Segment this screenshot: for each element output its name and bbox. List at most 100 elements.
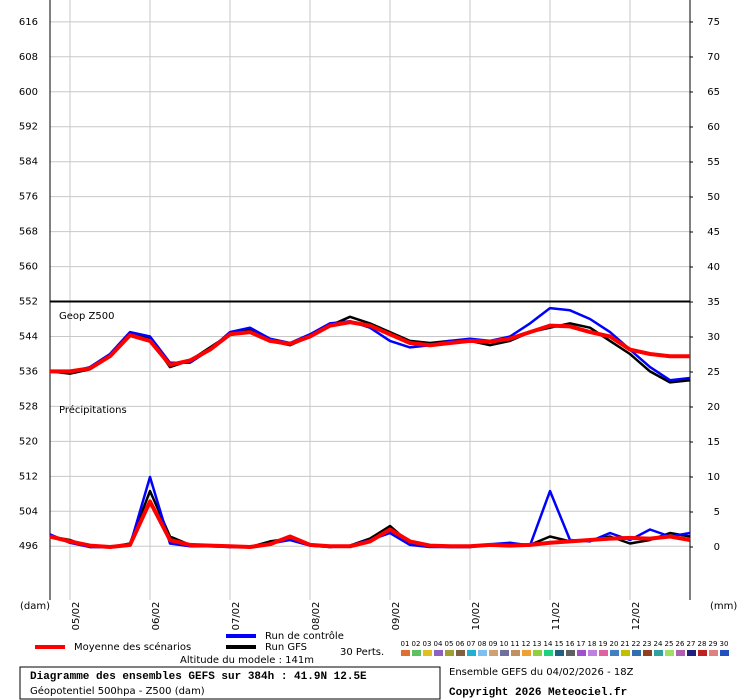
x-tick-label: 09/02 [391, 602, 402, 631]
pert-swatch [665, 650, 674, 656]
pert-label: 14 [544, 640, 553, 648]
pert-label: 24 [654, 640, 663, 648]
x-tick-label: 05/02 [71, 602, 82, 631]
y-tick-label: 576 [19, 192, 38, 203]
pert-swatch [434, 650, 443, 656]
y2-tick-label: 75 [707, 17, 720, 28]
pert-swatch [467, 650, 476, 656]
pert-swatch [544, 650, 553, 656]
pert-swatch [676, 650, 685, 656]
pert-swatch [610, 650, 619, 656]
pert-swatch [577, 650, 586, 656]
pert-swatch [621, 650, 630, 656]
pert-swatch [588, 650, 597, 656]
y-tick-label: 616 [19, 17, 38, 28]
y-tick-label: 528 [19, 401, 38, 412]
info-box [19, 666, 441, 700]
pert-label: 09 [489, 640, 498, 648]
pert-swatch [522, 650, 531, 656]
pert-label: 20 [610, 640, 619, 648]
y-tick-label: 512 [19, 471, 38, 482]
y-tick-label: 544 [19, 331, 38, 342]
x-tick-label: 10/02 [471, 602, 482, 631]
pert-swatch [423, 650, 432, 656]
pert-swatch [654, 650, 663, 656]
y2-tick-label: 25 [707, 367, 720, 378]
y2-tick-label: 5 [714, 507, 720, 518]
pert-label: 28 [698, 640, 707, 648]
y2-tick-label: 55 [707, 157, 720, 168]
pert-label: 04 [434, 640, 443, 648]
y-tick-label: 608 [19, 52, 38, 63]
pert-label: 10 [500, 640, 509, 648]
pert-label: 15 [555, 640, 564, 648]
pert-swatch [599, 650, 608, 656]
y-tick-label: 560 [19, 262, 38, 273]
y2-tick-label: 70 [707, 52, 720, 63]
pert-swatch [533, 650, 542, 656]
y2-tick-label: 45 [707, 227, 720, 238]
y2-tick-label: 15 [707, 437, 720, 448]
pert-swatch [456, 650, 465, 656]
perturbations-label: 30 Perts. [340, 647, 384, 658]
annotation: Précipitations [59, 404, 127, 416]
altitude: Altitude du modele : 141m [180, 655, 314, 666]
pert-label: 13 [533, 640, 542, 648]
x-tick-label: 06/02 [151, 602, 162, 631]
x-tick-label: 12/02 [631, 602, 642, 631]
pert-swatch [720, 650, 729, 656]
y2-tick-label: 10 [707, 472, 720, 483]
pert-swatch [445, 650, 454, 656]
z500-line [50, 320, 690, 374]
x-tick-label: 07/02 [231, 602, 242, 631]
pert-label: 05 [445, 640, 454, 648]
y-axis-label: (dam) [20, 601, 50, 612]
x-tick-label: 08/02 [311, 602, 322, 631]
y2-tick-label: 60 [707, 122, 720, 133]
y-tick-label: 536 [19, 366, 38, 377]
legend-label: Moyenne des scénarios [74, 641, 191, 653]
pert-swatch [511, 650, 520, 656]
precip-line [49, 499, 691, 549]
pert-label: 22 [632, 640, 641, 648]
y-tick-label: 504 [19, 506, 38, 517]
y2-axis-label: (mm) [710, 601, 737, 612]
pert-label: 06 [456, 640, 465, 648]
pert-label: 29 [709, 640, 718, 648]
y-tick-label: 584 [19, 157, 38, 168]
y-tick-label: 568 [19, 227, 38, 238]
pert-swatch [632, 650, 641, 656]
pert-label: 27 [687, 640, 696, 648]
legend-label: Run GFS [265, 642, 307, 653]
y-tick-label: 592 [19, 122, 38, 133]
y-tick-label: 600 [19, 87, 38, 98]
pert-label: 17 [577, 640, 586, 648]
pert-swatch [489, 650, 498, 656]
pert-label: 01 [401, 640, 410, 648]
info-title: Diagramme des ensembles GEFS sur 384h : … [30, 671, 367, 683]
annotation: Geop Z500 [59, 311, 114, 322]
x-tick-label: 11/02 [551, 602, 562, 631]
info-subtitle: Géopotentiel 500hpa - Z500 (dam) [30, 685, 205, 697]
y2-tick-label: 65 [707, 87, 720, 98]
pert-swatch [566, 650, 575, 656]
y-tick-label: 552 [19, 297, 38, 308]
y2-tick-label: 35 [707, 297, 720, 308]
y2-tick-label: 40 [707, 262, 720, 273]
y2-tick-label: 30 [707, 332, 720, 343]
pert-label: 25 [665, 640, 674, 648]
legend-label: Run de contrôle [265, 630, 344, 642]
pert-label: 12 [522, 640, 531, 648]
pert-label: 16 [566, 640, 575, 648]
pert-swatch [698, 650, 707, 656]
pert-label: 11 [511, 640, 520, 648]
pert-swatch [687, 650, 696, 656]
pert-label: 07 [467, 640, 476, 648]
pert-swatch [478, 650, 487, 656]
y2-tick-label: 50 [707, 192, 720, 203]
pert-label: 26 [676, 640, 685, 648]
pert-label: 03 [423, 640, 432, 648]
y2-tick-label: 20 [707, 402, 720, 413]
